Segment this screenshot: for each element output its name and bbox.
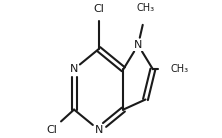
Text: Cl: Cl — [93, 4, 104, 14]
Text: N: N — [134, 40, 142, 50]
Text: N: N — [70, 64, 78, 74]
Text: CH₃: CH₃ — [170, 64, 188, 74]
Text: Cl: Cl — [46, 125, 57, 135]
Text: N: N — [95, 125, 103, 135]
Text: CH₃: CH₃ — [137, 3, 155, 13]
